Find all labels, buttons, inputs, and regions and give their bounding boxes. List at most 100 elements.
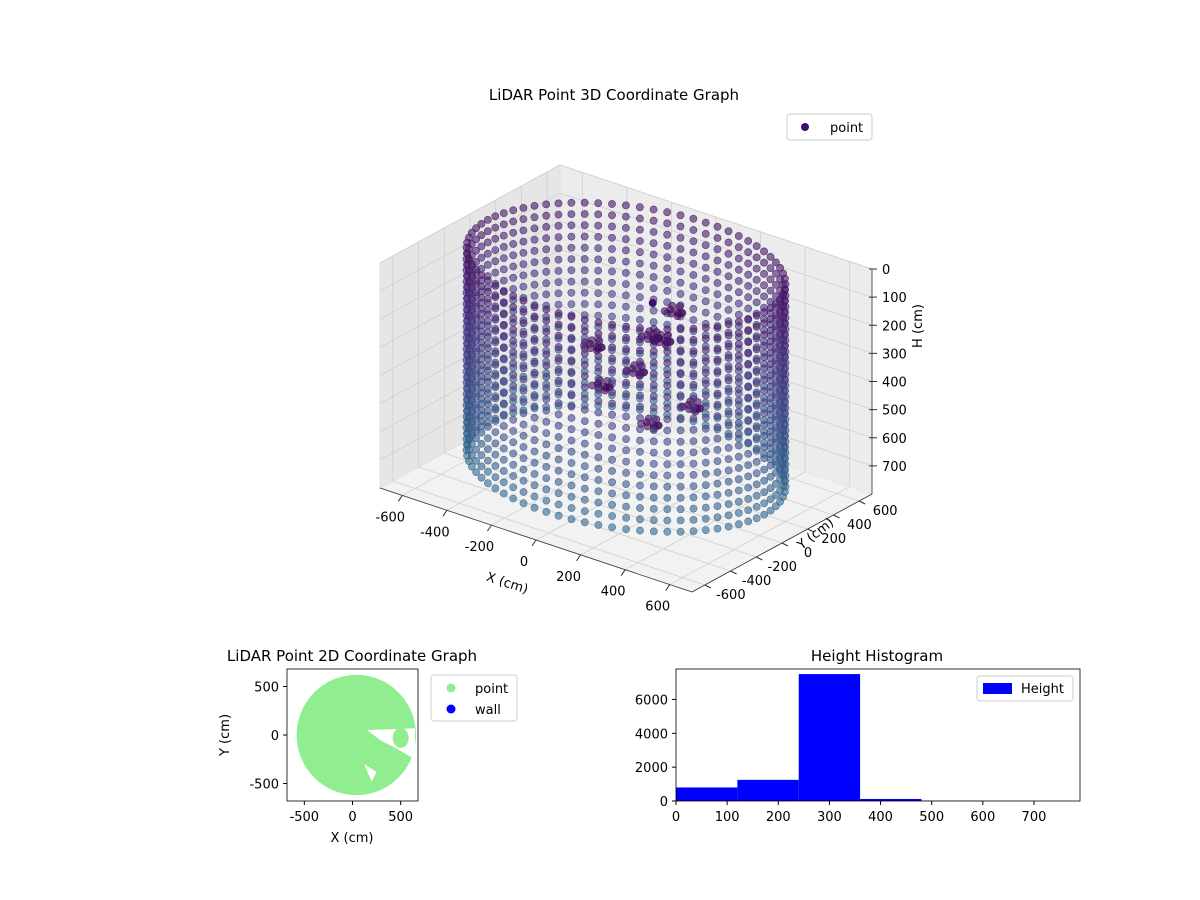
histogram-bar [676,787,738,801]
chart-3d-legend-marker [801,123,809,131]
point-3d [467,428,476,437]
point-3d [713,312,722,321]
point-3d [483,456,492,465]
z-tick-label: 700 [882,460,907,475]
point-3d [636,225,644,234]
histogram-bar [860,798,922,801]
point-3d [509,494,518,503]
point-3d [567,210,576,218]
point-3d [477,304,486,313]
point-3d [567,425,576,434]
point-3d [483,276,492,285]
point-3d [467,338,476,347]
point-3d [744,371,753,379]
point-3d [689,347,698,355]
grid-line [559,164,873,270]
point-3d [689,380,698,389]
point-3d [689,516,698,524]
y-tick-label: 4000 [635,727,668,742]
point-3d [636,335,644,344]
point-3d [663,415,672,424]
point-3d [689,214,698,223]
point-3d [734,340,743,349]
point-3d [622,390,630,398]
point-3d [467,293,476,302]
point-3d [542,496,551,505]
point-3d [594,244,603,252]
point-3d [689,369,698,378]
x-tick-label: -600 [376,510,406,525]
point-3d [519,319,528,328]
point-3d [766,304,775,312]
point-3d [491,349,500,358]
point-3d [772,479,780,488]
point-3d [483,215,492,224]
point-3d [530,291,539,300]
point-3d [483,377,492,386]
point-3d [689,304,698,313]
point-3d [760,247,768,256]
point-3d [477,327,486,336]
point-3d [530,470,539,478]
point-3d [580,315,589,324]
point-3d [554,500,563,509]
point-3d [636,293,644,302]
point-3d [542,211,551,220]
point-3d [663,516,672,525]
point-3d [734,509,743,517]
histogram-bar [737,779,799,801]
point-3d [724,238,733,247]
x-tick-label: 400 [868,810,893,825]
point-3d [701,436,710,444]
point-3d [608,211,616,220]
point-3d [499,220,508,229]
point-3d [636,481,644,490]
point-3d [467,316,476,325]
point-3d [622,514,630,522]
point-3d [530,335,539,343]
grid-line [392,480,705,586]
point-3d [519,203,528,212]
point-3d [766,416,775,425]
point-3d [663,370,672,379]
point-3d [744,337,753,346]
point-3d [467,417,476,426]
point-3d [689,504,698,513]
point-3d [491,223,500,232]
point-3d [608,320,616,329]
point-3d [467,440,476,448]
point-3d [467,350,476,358]
point-3d [483,467,492,476]
point-3d [649,250,658,259]
x-tick-label: 0 [520,555,528,570]
point-3d [701,323,710,332]
point-3d [509,460,518,469]
point-3d [689,248,698,257]
point-3d [519,409,528,418]
chart-3d-title: LiDAR Point 3D Coordinate Graph [489,86,739,104]
point-3d [744,472,753,481]
point-3d [663,471,672,480]
point-3d [554,478,563,486]
point-3d [689,259,698,268]
point-3d [724,488,733,497]
point-3d [636,425,644,434]
point-3d [752,424,761,433]
point-3d [580,300,589,308]
y-tick-mark [730,570,737,575]
point-3d [636,459,644,467]
point-3d [649,273,658,281]
point-3d [752,514,761,523]
point-3d [519,353,528,361]
point-3d [499,422,508,430]
point-3d [636,470,644,479]
point-3d [530,258,539,267]
point-3d [734,232,743,240]
point-3d [622,468,630,477]
point-3d [772,446,780,454]
point-3d [594,300,603,309]
point-3d [519,260,528,268]
point-3d [766,382,775,391]
y-tick-mark [833,514,840,519]
point-3d [472,456,480,465]
